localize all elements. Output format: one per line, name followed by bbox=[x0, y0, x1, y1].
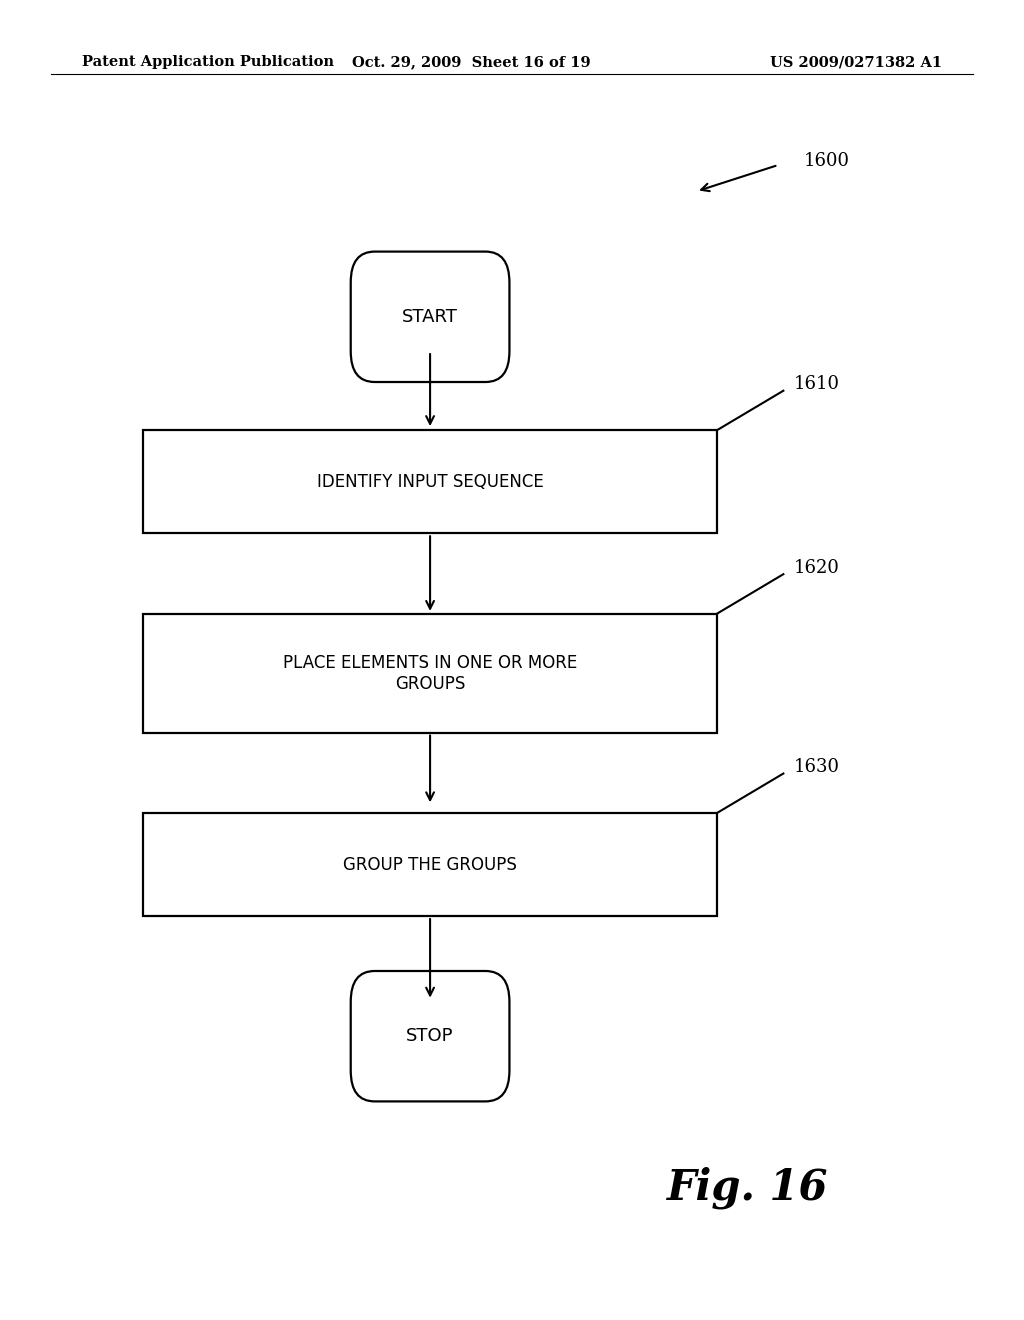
FancyBboxPatch shape bbox=[350, 972, 509, 1101]
Text: 1620: 1620 bbox=[794, 558, 840, 577]
Text: 1610: 1610 bbox=[794, 375, 840, 393]
Text: GROUP THE GROUPS: GROUP THE GROUPS bbox=[343, 855, 517, 874]
Text: STOP: STOP bbox=[407, 1027, 454, 1045]
Text: IDENTIFY INPUT SEQUENCE: IDENTIFY INPUT SEQUENCE bbox=[316, 473, 544, 491]
Text: START: START bbox=[402, 308, 458, 326]
FancyBboxPatch shape bbox=[350, 252, 509, 381]
Text: Fig. 16: Fig. 16 bbox=[667, 1167, 828, 1209]
Text: PLACE ELEMENTS IN ONE OR MORE
GROUPS: PLACE ELEMENTS IN ONE OR MORE GROUPS bbox=[283, 653, 578, 693]
Bar bbox=[143, 813, 717, 916]
Text: 1600: 1600 bbox=[804, 152, 850, 170]
Bar bbox=[143, 614, 717, 733]
Bar bbox=[143, 430, 717, 533]
Text: 1630: 1630 bbox=[794, 758, 840, 776]
Text: Oct. 29, 2009  Sheet 16 of 19: Oct. 29, 2009 Sheet 16 of 19 bbox=[351, 55, 591, 69]
Text: US 2009/0271382 A1: US 2009/0271382 A1 bbox=[770, 55, 942, 69]
Text: Patent Application Publication: Patent Application Publication bbox=[82, 55, 334, 69]
